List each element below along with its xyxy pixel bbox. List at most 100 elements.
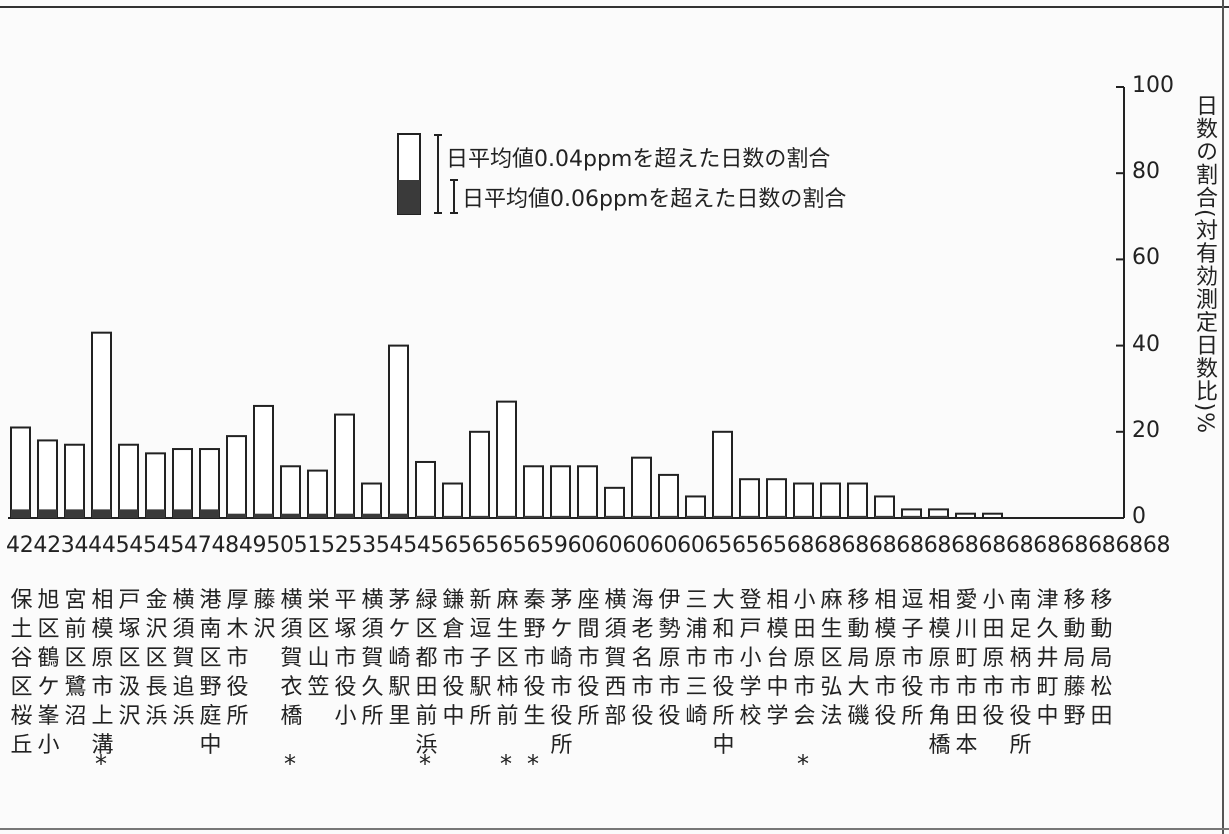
bar-over-0-04 bbox=[631, 456, 652, 520]
bar-over-0-04 bbox=[685, 495, 706, 520]
station-label: 愛 川 町 市 田 本 bbox=[955, 588, 978, 758]
station-label: 港 南 区 野 庭 中 bbox=[199, 588, 222, 758]
bar-over-0-06 bbox=[200, 509, 219, 518]
bar-over-0-06 bbox=[308, 513, 327, 518]
bar-over-0-06 bbox=[65, 509, 84, 518]
station-label: 厚 木 市 役 所 bbox=[226, 588, 249, 729]
bar-over-0-04 bbox=[361, 482, 382, 519]
station-label: 登 戸 小 学 校 bbox=[739, 588, 762, 729]
bar-over-0-06 bbox=[632, 515, 651, 518]
station-label: 鎌 倉 市 役 中 bbox=[442, 588, 465, 729]
station-label: 麻 生 区 柿 前 bbox=[496, 588, 519, 729]
y-axis-title: 日数の割合(対有効測定日数比)% bbox=[1192, 94, 1217, 435]
station-label: 新 逗 子 駅 所 bbox=[469, 588, 492, 729]
bar-over-0-06 bbox=[470, 515, 489, 518]
y-tick-label: 80 bbox=[1132, 159, 1160, 185]
station-label: 横 須 賀 西 部 bbox=[604, 588, 627, 729]
bar-over-0-06 bbox=[173, 509, 192, 518]
station-label: 座 間 市 役 所 bbox=[577, 588, 600, 729]
bar-over-0-06 bbox=[713, 515, 732, 518]
bar-over-0-04 bbox=[874, 495, 895, 520]
station-star-mark: * bbox=[527, 750, 539, 778]
station-label: 三 浦 市 三 崎 bbox=[685, 588, 708, 729]
bar-over-0-04 bbox=[199, 448, 220, 520]
legend-label-over-0-04: 日平均値0.04ppmを超えた日数の割合 bbox=[446, 147, 831, 172]
station-label: 戸 塚 区 汲 沢 bbox=[118, 588, 141, 729]
bar-over-0-04 bbox=[118, 443, 139, 520]
bar-over-0-06 bbox=[524, 515, 543, 518]
bar-over-0-06 bbox=[848, 515, 867, 518]
station-star-mark: * bbox=[500, 750, 512, 778]
y-tick-label: 20 bbox=[1132, 417, 1160, 443]
bar-over-0-04 bbox=[820, 482, 841, 519]
station-label: 秦 野 市 役 生 bbox=[523, 588, 546, 729]
bottom-border bbox=[0, 828, 1229, 830]
bar-over-0-06 bbox=[875, 515, 894, 518]
bar-over-0-06 bbox=[821, 515, 840, 518]
station-label: 移 動 局 松 田 bbox=[1090, 588, 1113, 729]
bar-over-0-04 bbox=[307, 469, 328, 519]
y-tick-label: 40 bbox=[1132, 331, 1160, 357]
station-label: 相 模 原 市 役 bbox=[874, 588, 897, 729]
bar-over-0-04 bbox=[739, 478, 760, 519]
legend-swatch-over-0-06 bbox=[398, 180, 420, 214]
station-label: 相 模 台 中 学 bbox=[766, 588, 789, 729]
station-label: 小 田 原 市 会 bbox=[793, 588, 816, 729]
bar-over-0-04 bbox=[334, 413, 355, 519]
bar-over-0-04 bbox=[982, 512, 1003, 520]
top-border bbox=[0, 6, 1229, 8]
bar-over-0-06 bbox=[659, 515, 678, 518]
station-label: 逗 子 市 役 所 bbox=[901, 588, 924, 729]
station-label: 大 和 市 役 所 中 bbox=[712, 588, 735, 758]
station-label: 藤 沢 bbox=[253, 588, 276, 642]
bar-over-0-06 bbox=[497, 515, 516, 518]
bar-over-0-06 bbox=[119, 509, 138, 518]
bar-over-0-04 bbox=[712, 430, 733, 519]
station-label: 海 老 名 市 役 bbox=[631, 588, 654, 729]
station-label: 相 模 原 市 上 溝 bbox=[91, 588, 114, 758]
station-label: 麻 生 区 弘 法 bbox=[820, 588, 843, 729]
bar-over-0-06 bbox=[443, 515, 462, 518]
station-label: 保 土 谷 区 桜 丘 bbox=[10, 588, 33, 758]
bar-over-0-04 bbox=[226, 435, 247, 519]
station-label: 移 動 局 大 磯 bbox=[847, 588, 870, 729]
station-star-mark: * bbox=[95, 750, 107, 778]
bar-over-0-04 bbox=[388, 344, 409, 519]
bar-over-0-06 bbox=[389, 513, 408, 518]
bar-over-0-06 bbox=[335, 513, 354, 518]
station-label: 金 沢 区 長 浜 bbox=[145, 588, 168, 729]
bar-over-0-06 bbox=[281, 513, 300, 518]
bar-over-0-06 bbox=[254, 513, 273, 518]
bar-over-0-04 bbox=[415, 460, 436, 519]
bar-over-0-04 bbox=[496, 400, 517, 520]
legend-bracket-over-0-04 bbox=[434, 134, 442, 214]
bar-over-0-04 bbox=[523, 465, 544, 519]
station-label: 栄 区 山 笠 bbox=[307, 588, 330, 700]
bar-over-0-04 bbox=[91, 331, 112, 520]
bar-over-0-06 bbox=[416, 515, 435, 518]
station-label: 小 田 原 市 役 bbox=[982, 588, 1005, 729]
bar-over-0-04 bbox=[469, 430, 490, 519]
bar-over-0-04 bbox=[766, 478, 787, 519]
station-label: 緑 区 都 田 前 浜 bbox=[415, 588, 438, 758]
bar-over-0-04 bbox=[577, 465, 598, 519]
station-codes-row: 4242344454545474849505152535454565656565… bbox=[6, 533, 1171, 558]
station-star-mark: * bbox=[797, 750, 809, 778]
bar-over-0-06 bbox=[767, 515, 786, 518]
bar-over-0-04 bbox=[793, 482, 814, 519]
bar-over-0-06 bbox=[146, 509, 165, 518]
bar-over-0-04 bbox=[604, 486, 625, 519]
bar-over-0-04 bbox=[37, 439, 58, 520]
right-border bbox=[1222, 0, 1224, 834]
bar-over-0-06 bbox=[92, 509, 111, 518]
station-label: 横 須 賀 追 浜 bbox=[172, 588, 195, 729]
y-tick-label: 0 bbox=[1132, 504, 1146, 529]
bar-over-0-06 bbox=[38, 509, 57, 518]
bar-over-0-04 bbox=[847, 482, 868, 519]
bar-over-0-06 bbox=[551, 515, 570, 518]
legend-label-over-0-06: 日平均値0.06ppmを超えた日数の割合 bbox=[462, 187, 847, 212]
bar-over-0-06 bbox=[362, 513, 381, 518]
bar-over-0-06 bbox=[740, 515, 759, 518]
station-label: 茅 ケ 崎 駅 里 bbox=[388, 588, 411, 729]
